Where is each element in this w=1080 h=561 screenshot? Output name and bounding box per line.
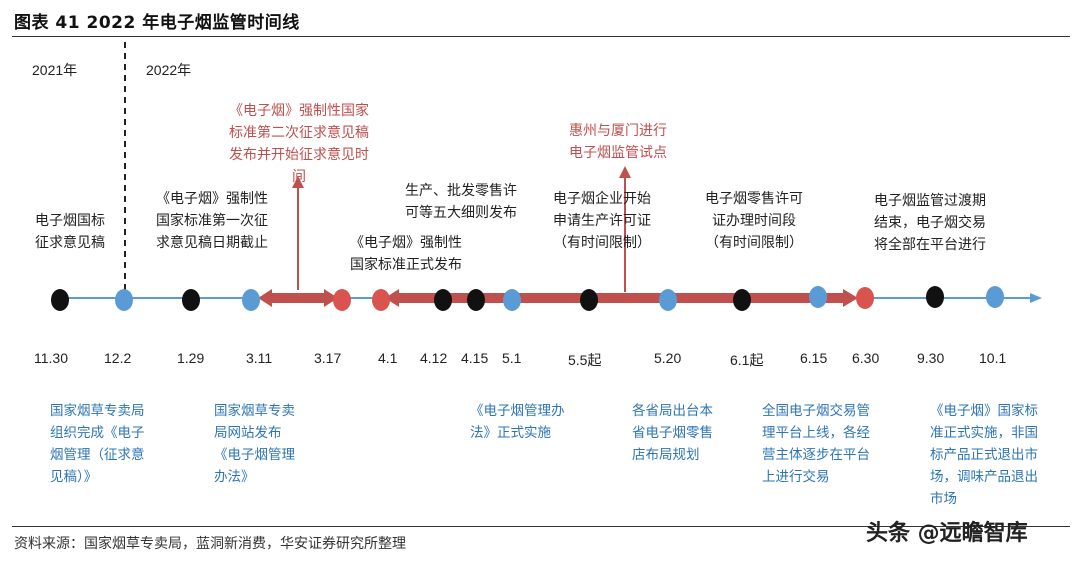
event-51-note: 《电子烟管理办 法》正式实施 <box>470 403 565 441</box>
dot-41 <box>372 289 390 311</box>
date-label-615: 6.15 <box>800 350 828 366</box>
year-label-2022: 2022年 <box>146 62 192 78</box>
source-note: 资料来源：国家烟草专卖局，蓝洞新消费，华安证券研究所整理 <box>14 536 406 552</box>
event-520-note: 惠州与厦门进行 电子烟监管试点 <box>569 123 667 161</box>
date-label-51: 5.1 <box>502 350 522 366</box>
date-label-520: 5.20 <box>654 350 682 366</box>
event-520-bottom-note: 各省局出台本 省电子烟零售 店布局规划 <box>632 403 713 463</box>
date-label-415: 4.15 <box>461 350 489 366</box>
dot-930 <box>926 286 944 308</box>
dot-101 <box>986 286 1004 308</box>
dot-317 <box>333 289 351 311</box>
dot-129 <box>182 289 200 311</box>
event-412-note: 生产、批发零售许 可等五大细则发布 <box>405 183 517 221</box>
pointer-head-311 <box>292 176 304 188</box>
date-label-122: 12.2 <box>104 350 132 366</box>
event-101-note: 《电子烟》国家标 准正式实施，非国 标产品正式退出市 场，调味产品退出 市场 <box>930 403 1038 507</box>
dot-1130 <box>51 289 69 311</box>
figure-title: 图表 41 2022 年电子烟监管时间线 <box>14 13 300 33</box>
dot-122 <box>115 289 133 311</box>
date-label-317: 3.17 <box>314 350 342 366</box>
source-rule <box>12 526 1070 527</box>
dot-61 <box>733 289 751 311</box>
event-615-note: 全国电子烟交易管 理平台上线，各经 营主体逐步在平台 上进行交易 <box>762 403 870 485</box>
red-arrow-left-311 <box>258 289 272 307</box>
event-61-note: 电子烟零售许可 证办理时间段 （有时间限制） <box>705 191 803 251</box>
pointer-head-520 <box>619 166 631 178</box>
date-label-41: 4.1 <box>378 350 398 366</box>
date-label-412: 4.12 <box>420 350 448 366</box>
dot-51 <box>503 289 521 311</box>
date-label-311: 3.11 <box>246 350 273 366</box>
date-label-1130: 11.30 <box>34 350 68 366</box>
event-55-note: 电子烟企业开始 申请生产许可证 （有时间限制） <box>553 191 651 251</box>
event-41-note: 《电子烟》强制性 国家标准正式发布 <box>350 235 462 273</box>
title-rule <box>12 36 1070 37</box>
date-label-61: 6.1起 <box>730 352 764 368</box>
date-label-930: 9.30 <box>917 350 945 366</box>
event-129-note: 《电子烟》强制性 国家标准第一次征 求意见稿日期截止 <box>156 191 268 251</box>
dot-412 <box>434 289 452 311</box>
dot-520 <box>659 289 677 311</box>
watermark: 头条 @远瞻智库 <box>866 521 1028 546</box>
date-label-101: 10.1 <box>979 350 1007 366</box>
year-label-2021: 2021年 <box>32 62 78 78</box>
event-1130-note: 电子烟国标 征求意见稿 <box>35 213 105 251</box>
dot-311 <box>242 289 260 311</box>
axis-arrowhead <box>1030 293 1042 303</box>
red-arrow-right-317 <box>324 289 338 307</box>
dot-630 <box>856 287 874 309</box>
date-label-129: 1.29 <box>177 350 205 366</box>
event-311-note: 《电子烟》强制性国家 标准第二次征求意见稿 发布并开始征求意见时 间 <box>229 103 369 185</box>
dot-615 <box>809 286 827 308</box>
red-span-41-630 <box>395 293 845 303</box>
dot-415 <box>467 289 485 311</box>
event-630-note: 电子烟监管过渡期 结束，电子烟交易 将全部在平台进行 <box>874 193 986 253</box>
red-span-311-317 <box>270 293 326 303</box>
red-arrow-left-41 <box>385 289 399 307</box>
date-label-55: 5.5起 <box>568 352 602 368</box>
date-label-630: 6.30 <box>852 350 880 366</box>
event-311-bottom-note: 国家烟草专卖 局网站发布 《电子烟管理 办法》 <box>214 403 295 485</box>
event-122-note: 国家烟草专卖局 组织完成《电子 烟管理（征求意 见稿）》 <box>50 403 145 485</box>
red-arrow-right-630 <box>843 289 858 307</box>
dot-55 <box>580 289 598 311</box>
